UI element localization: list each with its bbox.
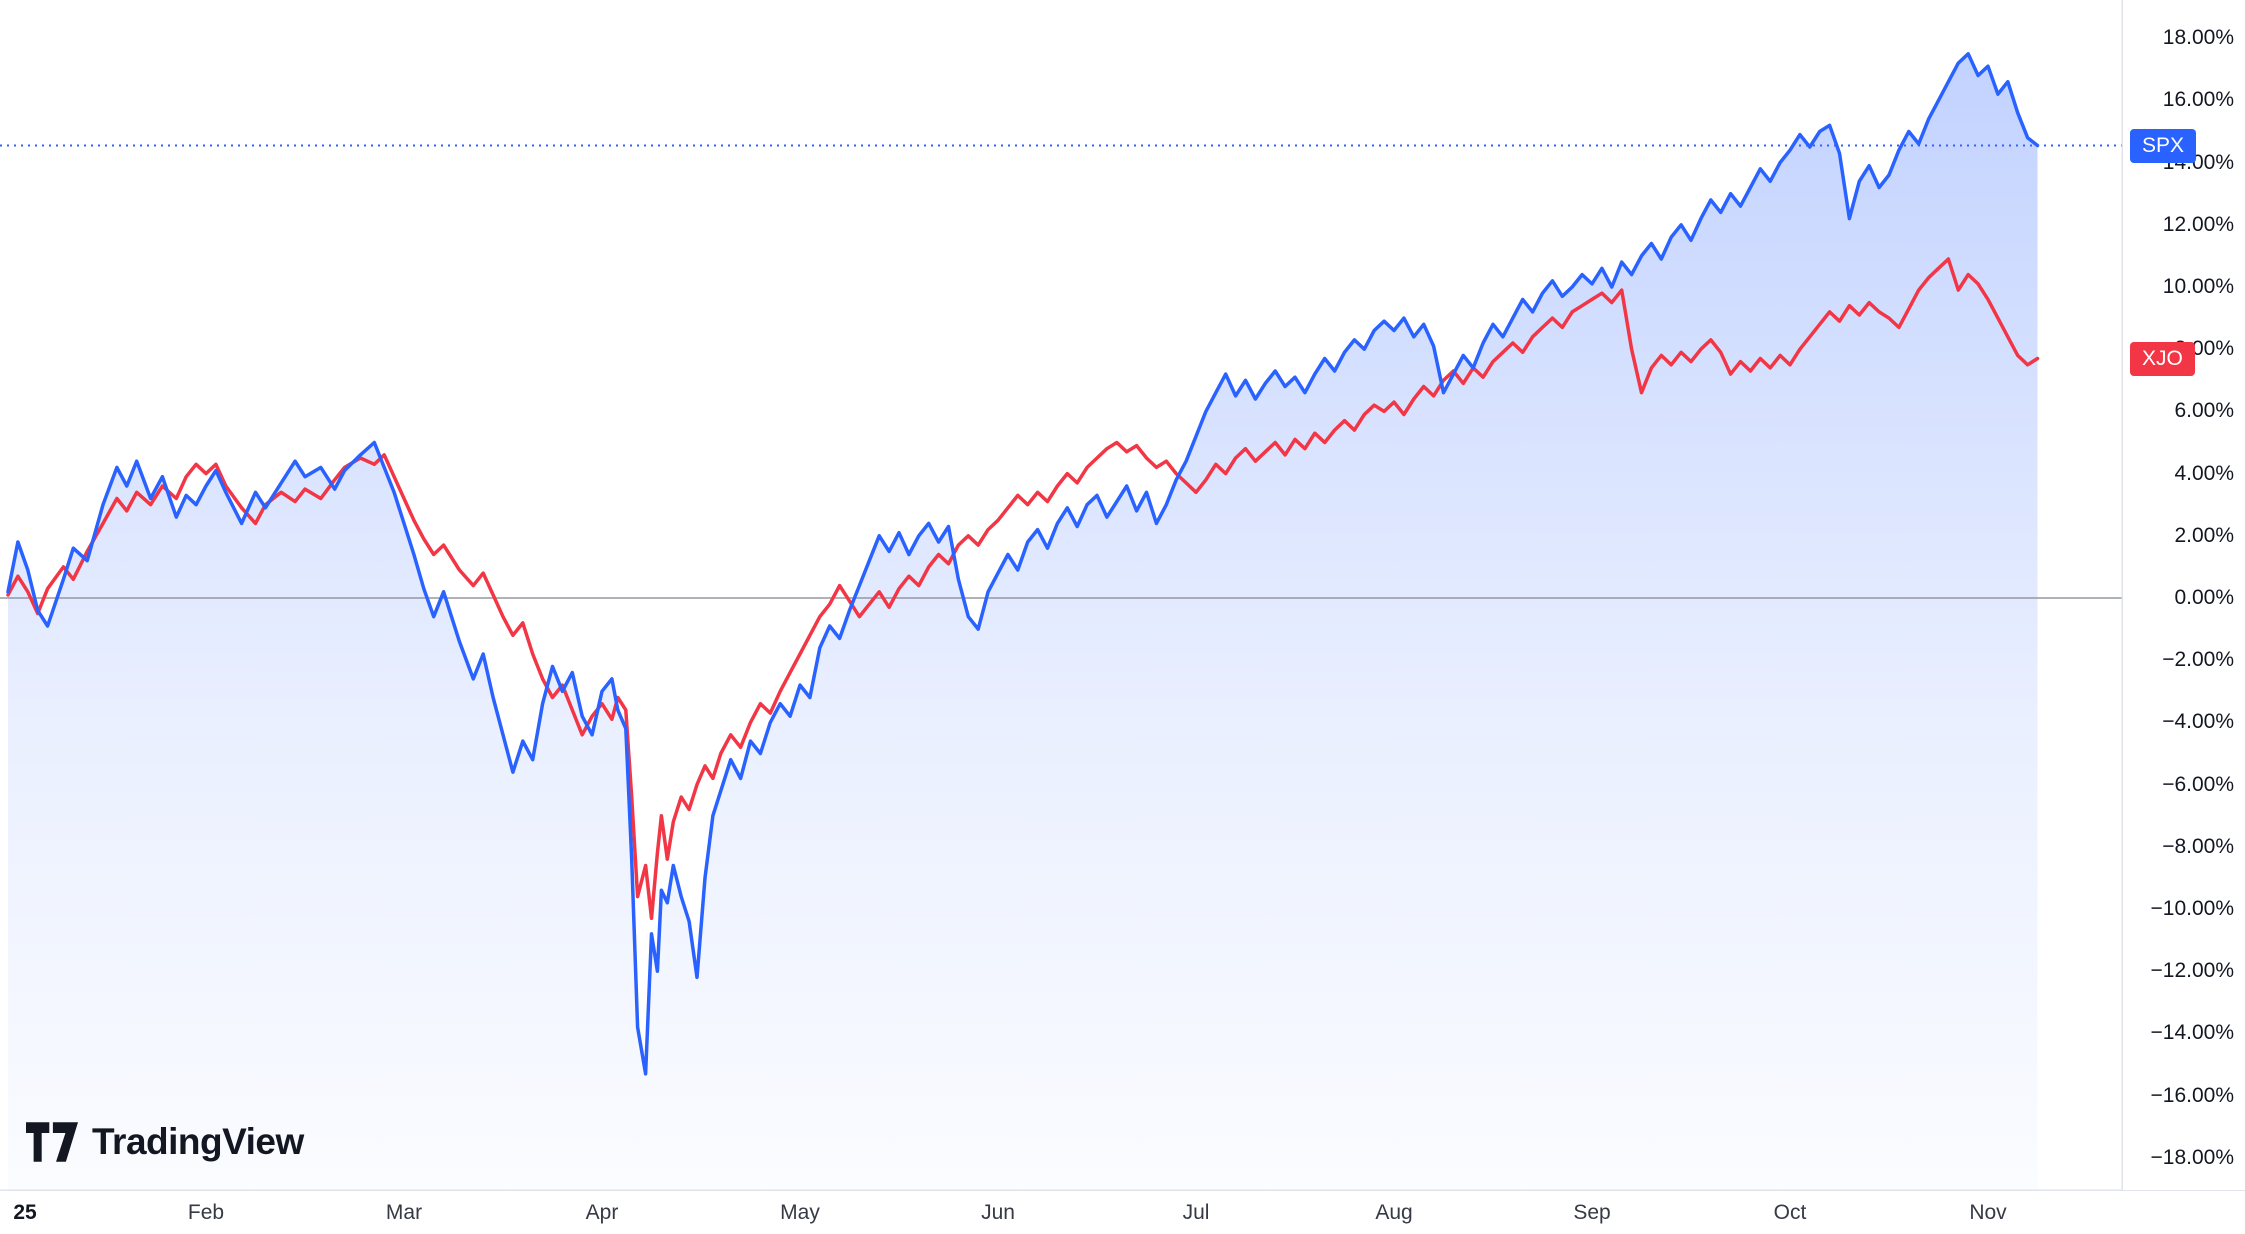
time-axis-label: Feb xyxy=(187,1201,225,1224)
price-axis-label: −4.00% xyxy=(2162,710,2234,734)
price-axis-label: −16.00% xyxy=(2150,1083,2235,1107)
price-axis-label: 10.00% xyxy=(2162,275,2234,298)
time-axis-label: May xyxy=(780,1201,820,1224)
time-axis-label-year: 25 xyxy=(13,1201,37,1224)
spx-area-fill xyxy=(8,53,2038,1190)
xjo-price-axis-badge: XJO xyxy=(2130,341,2195,376)
time-axis-label: Aug xyxy=(1375,1201,1413,1224)
price-axis-label: 18.00% xyxy=(2162,26,2234,50)
price-axis[interactable]: 18.00% 16.00% 14.00% 12.00% 10.00% 8.00% 6.00%… xyxy=(2122,0,2245,1190)
spx-price-axis-badge: SPX xyxy=(2130,128,2197,163)
price-axis-label: 2.00% xyxy=(2174,523,2234,547)
time-axis-label: Mar xyxy=(385,1201,423,1224)
price-axis-label: −18.00% xyxy=(2150,1145,2235,1169)
price-axis-label: −10.00% xyxy=(2150,897,2235,920)
spx-series-line[interactable] xyxy=(6,52,2040,1076)
time-axis-label: Sep xyxy=(1573,1201,1611,1224)
time-axis[interactable]: 25 Feb Mar Apr May Jun Jul Aug Sep Oct Nov xyxy=(0,1190,2245,1234)
price-axis-label: −6.00% xyxy=(2162,772,2234,796)
price-axis-label: 12.00% xyxy=(2162,212,2234,236)
xjo-series-line[interactable] xyxy=(6,257,2040,921)
tradingview-logo-icon xyxy=(26,1122,78,1162)
price-axis-label: −14.00% xyxy=(2150,1021,2235,1045)
price-axis-label: −12.00% xyxy=(2150,959,2235,983)
price-axis-label: 16.00% xyxy=(2162,88,2234,112)
price-axis-label: 4.00% xyxy=(2174,461,2234,485)
tradingview-logo[interactable]: TradingView xyxy=(26,1116,304,1168)
price-axis-label: 6.00% xyxy=(2174,399,2234,423)
price-axis-label: −8.00% xyxy=(2162,834,2234,858)
time-axis-label: Jul xyxy=(1182,1201,1210,1224)
price-axis-label: −2.00% xyxy=(2162,648,2234,672)
time-axis-label: Oct xyxy=(1773,1201,1807,1224)
time-axis-label: Jun xyxy=(981,1201,1015,1224)
tradingview-wordmark: TradingView xyxy=(92,1121,304,1162)
time-axis-label: Nov xyxy=(1969,1201,2007,1224)
price-axis-label: 0.00% xyxy=(2174,586,2234,609)
time-axis-label: Apr xyxy=(585,1201,619,1224)
